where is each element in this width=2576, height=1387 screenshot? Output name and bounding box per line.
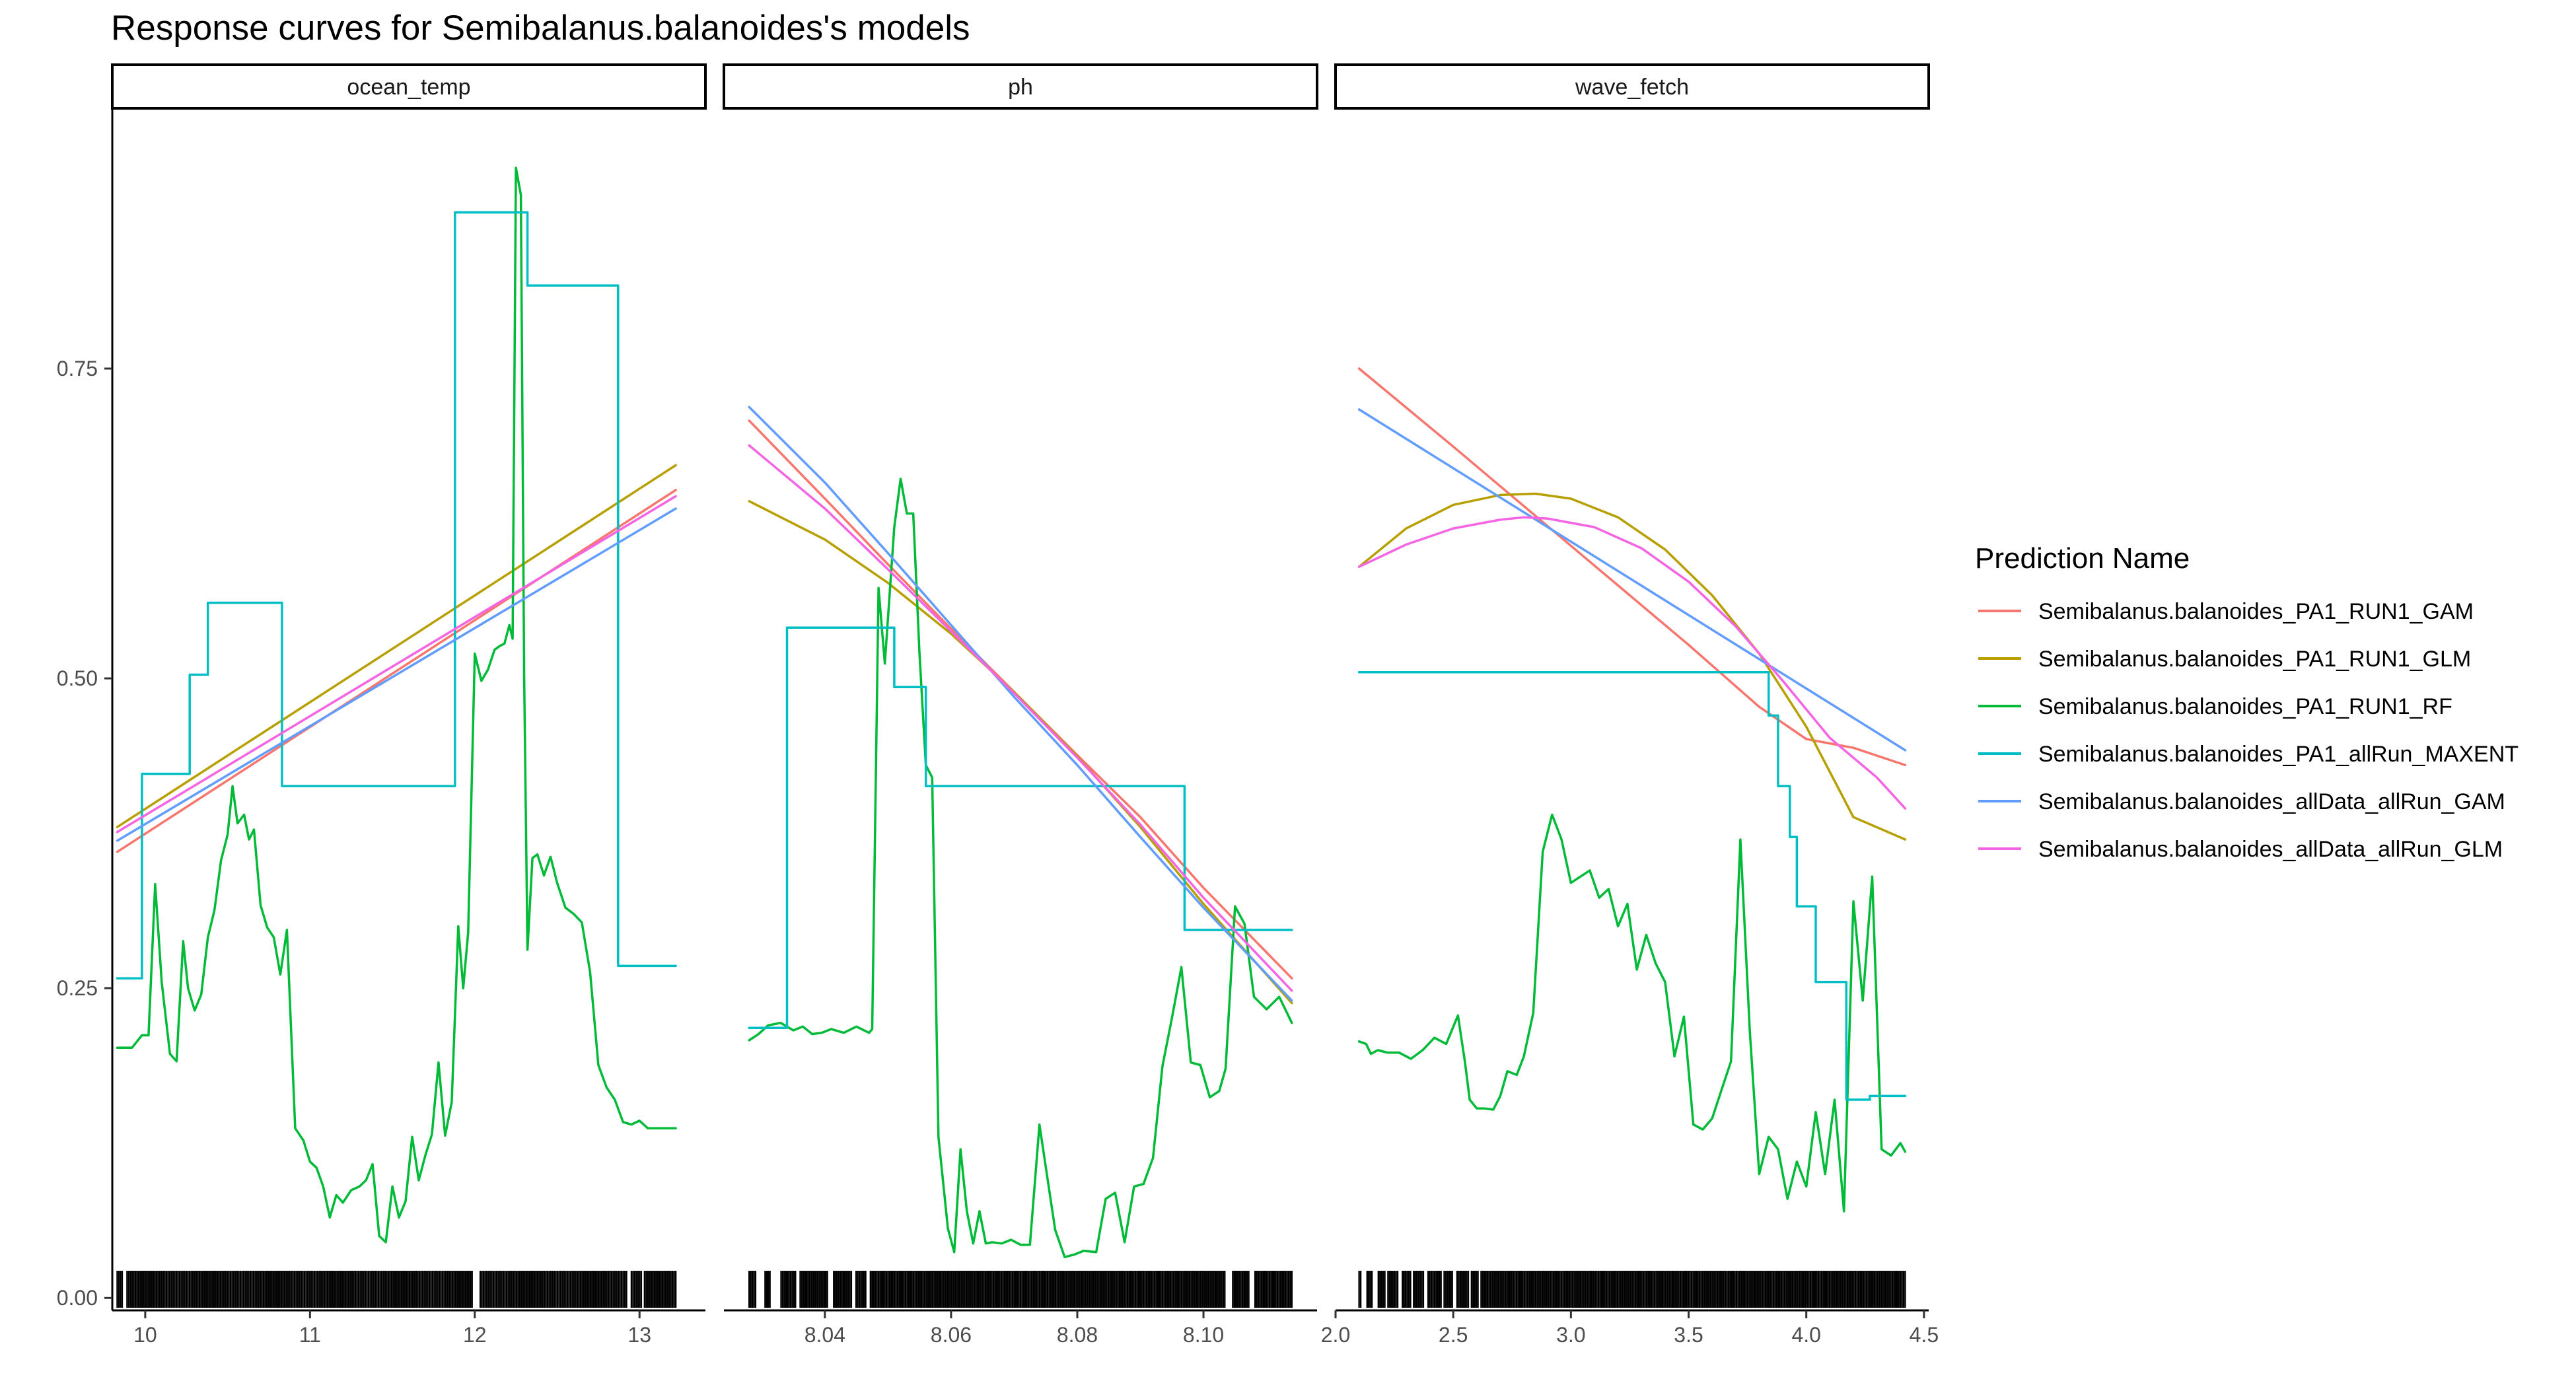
- series-line-semibalanus-balanoides-pa1-run1-glm: [749, 501, 1292, 1003]
- y-tick-label: 0.75: [57, 357, 98, 380]
- legend-label: Semibalanus.balanoides_PA1_RUN1_RF: [2038, 694, 2452, 719]
- curves-ocean-temp: [118, 168, 676, 1242]
- strip-label-ph: ph: [1008, 75, 1033, 100]
- y-tick-label: 0.00: [57, 1286, 98, 1310]
- panel-ph: ph 8.04 8.06 8.08 8.10: [724, 65, 1317, 1347]
- x-tick-label: 13: [627, 1323, 651, 1347]
- legend-label: Semibalanus.balanoides_PA1_allRun_MAXENT: [2038, 742, 2519, 767]
- x-axis-wave-fetch: 2.0 2.5 3.0 3.5 4.0 4.5: [1321, 1310, 1939, 1347]
- x-axis-ph: 8.04 8.06 8.08 8.10: [724, 1310, 1317, 1347]
- y-axis: 0.00 0.25 0.50 0.75: [57, 108, 112, 1310]
- legend-entry-semibalanus-balanoides-pa1-run1-glm: Semibalanus.balanoides_PA1_RUN1_GLM: [1978, 647, 2471, 672]
- series-line-semibalanus-balanoides-alldata-allrun-glm: [118, 496, 676, 832]
- legend-entry-semibalanus-balanoides-pa1-run1-rf: Semibalanus.balanoides_PA1_RUN1_RF: [1978, 694, 2452, 719]
- x-tick-label: 8.06: [931, 1323, 972, 1347]
- curves-wave-fetch: [1359, 369, 1906, 1211]
- series-line-semibalanus-balanoides-pa1-run1-gam: [118, 490, 676, 852]
- y-tick-label: 0.25: [57, 976, 98, 1000]
- series-line-semibalanus-balanoides-pa1-run1-rf: [118, 168, 676, 1242]
- legend-entry-semibalanus-balanoides-pa1-run1-gam: Semibalanus.balanoides_PA1_RUN1_GAM: [1978, 599, 2474, 624]
- y-tick-label: 0.50: [57, 666, 98, 690]
- series-line-semibalanus-balanoides-pa1-run1-gam: [1359, 369, 1906, 765]
- x-tick-label: 4.0: [1791, 1323, 1820, 1347]
- x-tick-label: 8.08: [1057, 1323, 1098, 1347]
- x-tick-label: 2.0: [1321, 1323, 1350, 1347]
- legend-label: Semibalanus.balanoides_allData_allRun_GL…: [2038, 837, 2503, 862]
- strip-label-ocean-temp: ocean_temp: [347, 75, 470, 100]
- legend-entry-semibalanus-balanoides-alldata-allrun-gam: Semibalanus.balanoides_allData_allRun_GA…: [1978, 789, 2505, 814]
- x-tick-label: 8.10: [1183, 1323, 1224, 1347]
- rug-ocean-temp: [117, 1271, 676, 1308]
- series-line-semibalanus-balanoides-pa1-run1-glm: [118, 465, 676, 827]
- legend-title: Prediction Name: [1975, 542, 2190, 575]
- x-axis-ocean-temp: 10 11 12 13: [112, 1310, 705, 1347]
- legend-label: Semibalanus.balanoides_PA1_RUN1_GLM: [2038, 647, 2471, 672]
- curves-ph: [749, 407, 1292, 1257]
- x-tick-label: 8.04: [805, 1323, 845, 1347]
- series-line-semibalanus-balanoides-pa1-allrun-maxent: [1359, 672, 1906, 1100]
- panel-ocean-temp: ocean_temp 10 11 12 13: [112, 65, 705, 1347]
- series-line-semibalanus-balanoides-alldata-allrun-glm: [1359, 517, 1906, 808]
- x-tick-label: 4.5: [1910, 1323, 1939, 1347]
- legend-entry-semibalanus-balanoides-alldata-allrun-glm: Semibalanus.balanoides_allData_allRun_GL…: [1978, 837, 2503, 862]
- rug-wave-fetch: [1359, 1271, 1906, 1308]
- x-tick-label: 3.5: [1674, 1323, 1703, 1347]
- series-line-semibalanus-balanoides-pa1-run1-glm: [1359, 494, 1906, 840]
- series-line-semibalanus-balanoides-pa1-allrun-maxent: [118, 213, 676, 979]
- x-tick-label: 12: [463, 1323, 487, 1347]
- series-line-semibalanus-balanoides-pa1-run1-rf: [749, 479, 1292, 1257]
- chart-title: Response curves for Semibalanus.balanoid…: [111, 9, 970, 48]
- x-tick-label: 3.0: [1556, 1323, 1585, 1347]
- strip-label-wave-fetch: wave_fetch: [1575, 75, 1689, 100]
- legend-label: Semibalanus.balanoides_allData_allRun_GA…: [2038, 789, 2505, 814]
- x-tick-label: 11: [299, 1323, 321, 1347]
- rug-ph: [749, 1271, 1292, 1308]
- series-line-semibalanus-balanoides-pa1-run1-rf: [1359, 815, 1906, 1211]
- series-line-semibalanus-balanoides-pa1-allrun-maxent: [749, 627, 1292, 1028]
- series-line-semibalanus-balanoides-alldata-allrun-gam: [1359, 409, 1906, 750]
- series-line-semibalanus-balanoides-alldata-allrun-glm: [749, 445, 1292, 991]
- legend: Prediction Name Semibalanus.balanoides_P…: [1975, 542, 2519, 862]
- x-tick-label: 10: [133, 1323, 157, 1347]
- panel-wave-fetch: wave_fetch 2.0 2.5 3.0 3.5 4.0 4.5: [1321, 65, 1939, 1347]
- legend-entry-semibalanus-balanoides-pa1-allrun-maxent: Semibalanus.balanoides_PA1_allRun_MAXENT: [1978, 742, 2519, 767]
- legend-label: Semibalanus.balanoides_PA1_RUN1_GAM: [2038, 599, 2474, 624]
- x-tick-label: 2.5: [1439, 1323, 1468, 1347]
